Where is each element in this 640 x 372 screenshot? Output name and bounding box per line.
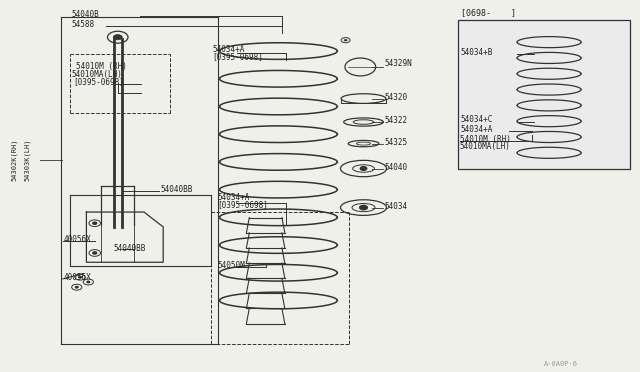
Circle shape: [87, 281, 90, 283]
Text: 54034+A: 54034+A: [461, 125, 493, 134]
Text: 40056X: 40056X: [64, 273, 92, 282]
Text: 54034: 54034: [384, 202, 407, 211]
Text: 54040: 54040: [384, 163, 407, 172]
Text: 54034+C: 54034+C: [461, 115, 493, 124]
Text: 54303K(LH): 54303K(LH): [24, 139, 30, 181]
Text: 54010MA(LH): 54010MA(LH): [72, 70, 122, 79]
Circle shape: [360, 167, 367, 170]
Text: 54320: 54320: [384, 93, 407, 102]
Circle shape: [113, 35, 122, 40]
Text: 40056X: 40056X: [64, 235, 92, 244]
Text: 54040BB: 54040BB: [160, 185, 193, 194]
Text: [0395-0698]: [0395-0698]: [218, 200, 268, 209]
Text: 54040BB: 54040BB: [114, 244, 147, 253]
Circle shape: [76, 286, 78, 288]
Text: 54588: 54588: [72, 20, 95, 29]
Circle shape: [93, 222, 97, 224]
Text: 54010M (RH): 54010M (RH): [460, 135, 510, 144]
Circle shape: [79, 276, 81, 278]
Circle shape: [360, 205, 367, 210]
Text: 54034+A: 54034+A: [212, 45, 245, 54]
Text: 54010MA(LH): 54010MA(LH): [460, 142, 510, 151]
Text: 54010M (RH): 54010M (RH): [76, 62, 126, 71]
Text: 54322: 54322: [384, 116, 407, 125]
Text: 54050M: 54050M: [218, 262, 245, 270]
Text: 54034+B: 54034+B: [461, 48, 493, 57]
Text: 54329N: 54329N: [384, 60, 412, 68]
Text: [0395-0698]: [0395-0698]: [74, 77, 124, 86]
Text: 54034+A: 54034+A: [218, 193, 250, 202]
Circle shape: [344, 39, 348, 41]
Circle shape: [93, 252, 97, 254]
FancyBboxPatch shape: [458, 20, 630, 169]
Text: [0698-    ]: [0698- ]: [461, 9, 516, 17]
Text: 54302K(RH): 54302K(RH): [11, 139, 17, 181]
Text: [0395-0698]: [0395-0698]: [212, 52, 263, 61]
Text: 54325: 54325: [384, 138, 407, 147]
Text: A·0A0P·6: A·0A0P·6: [544, 361, 578, 367]
Text: 54040B: 54040B: [72, 10, 99, 19]
